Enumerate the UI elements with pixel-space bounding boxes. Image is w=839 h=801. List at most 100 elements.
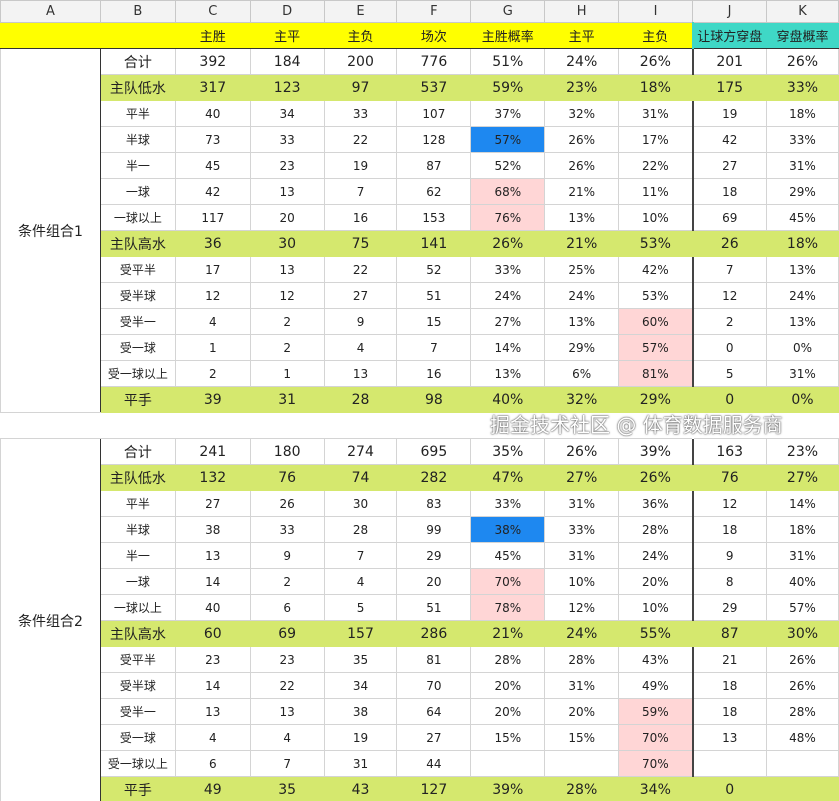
cell-h[interactable]: 31%: [544, 542, 620, 569]
cell-f[interactable]: 7: [396, 334, 472, 361]
cell-g[interactable]: 70%: [470, 568, 546, 595]
column-header-h[interactable]: H: [544, 0, 620, 23]
cell-e[interactable]: 75: [323, 230, 398, 257]
cell-i[interactable]: 28%: [618, 516, 693, 543]
header-cell-g[interactable]: 主胜概率: [470, 22, 546, 49]
row-label[interactable]: 受一球: [99, 724, 176, 751]
group-label[interactable]: 条件组合1: [0, 48, 101, 413]
cell-k[interactable]: 14%: [765, 490, 839, 517]
cell-c[interactable]: 42: [174, 178, 251, 205]
row-label[interactable]: 主队低水: [99, 74, 176, 101]
cell-i[interactable]: 43%: [618, 646, 693, 673]
cell-g[interactable]: 68%: [470, 178, 546, 205]
cell-f[interactable]: 83: [396, 490, 472, 517]
cell-c[interactable]: 317: [174, 74, 251, 101]
cell-i[interactable]: 10%: [618, 594, 693, 621]
cell-f[interactable]: 70: [396, 672, 472, 699]
cell-k[interactable]: [765, 776, 839, 801]
row-label[interactable]: 主队高水: [99, 620, 176, 647]
cell-g[interactable]: 21%: [470, 620, 546, 647]
cell-k[interactable]: 26%: [765, 672, 839, 699]
cell-e[interactable]: 43: [323, 776, 398, 801]
cell-f[interactable]: 141: [396, 230, 472, 257]
cell-i[interactable]: 53%: [618, 282, 693, 309]
cell-i[interactable]: 59%: [618, 698, 693, 725]
row-label[interactable]: 一球以上: [99, 594, 176, 621]
cell-j[interactable]: 7: [691, 256, 767, 283]
cell-e[interactable]: 30: [323, 490, 398, 517]
cell-g[interactable]: 40%: [470, 386, 546, 413]
cell-j[interactable]: 13: [691, 724, 767, 751]
cell-d[interactable]: 26: [249, 490, 325, 517]
cell-i[interactable]: 70%: [618, 724, 693, 751]
row-label[interactable]: 受一球以上: [99, 360, 176, 387]
cell-c[interactable]: 241: [174, 438, 251, 465]
cell-d[interactable]: 7: [249, 750, 325, 777]
cell-d[interactable]: 9: [249, 542, 325, 569]
row-label[interactable]: 受半一: [99, 308, 176, 335]
cell-g[interactable]: 20%: [470, 698, 546, 725]
cell-f[interactable]: 51: [396, 282, 472, 309]
cell-f[interactable]: 107: [396, 100, 472, 127]
cell-c[interactable]: 40: [174, 594, 251, 621]
cell[interactable]: [691, 412, 767, 439]
cell-d[interactable]: 180: [249, 438, 325, 465]
cell-e[interactable]: 27: [323, 282, 398, 309]
row-label[interactable]: 合计: [99, 48, 176, 75]
cell-i[interactable]: 20%: [618, 568, 693, 595]
cell-f[interactable]: 87: [396, 152, 472, 179]
cell-c[interactable]: 1: [174, 334, 251, 361]
column-header-b[interactable]: B: [99, 0, 176, 23]
cell-e[interactable]: 97: [323, 74, 398, 101]
cell-e[interactable]: 22: [323, 126, 398, 153]
cell-i[interactable]: 34%: [618, 776, 693, 801]
cell-c[interactable]: 6: [174, 750, 251, 777]
cell-h[interactable]: 28%: [544, 646, 620, 673]
cell-g[interactable]: 51%: [470, 48, 546, 75]
cell-j[interactable]: 18: [691, 516, 767, 543]
cell-i[interactable]: 70%: [618, 750, 693, 777]
column-header-i[interactable]: I: [618, 0, 693, 23]
cell-e[interactable]: 7: [323, 542, 398, 569]
cell[interactable]: [470, 412, 546, 439]
row-label[interactable]: 主队高水: [99, 230, 176, 257]
header-cell-f[interactable]: 场次: [396, 22, 472, 49]
cell-e[interactable]: 35: [323, 646, 398, 673]
row-label[interactable]: 一球以上: [99, 204, 176, 231]
cell-e[interactable]: 4: [323, 334, 398, 361]
cell-e[interactable]: 28: [323, 386, 398, 413]
cell-d[interactable]: 31: [249, 386, 325, 413]
cell-f[interactable]: 286: [396, 620, 472, 647]
cell-i[interactable]: 36%: [618, 490, 693, 517]
row-label[interactable]: 受半球: [99, 672, 176, 699]
cell-k[interactable]: [765, 750, 839, 777]
cell[interactable]: [618, 412, 693, 439]
cell-h[interactable]: 28%: [544, 776, 620, 801]
cell-k[interactable]: 26%: [765, 48, 839, 75]
cell-e[interactable]: 16: [323, 204, 398, 231]
cell-j[interactable]: 9: [691, 542, 767, 569]
cell-j[interactable]: 12: [691, 282, 767, 309]
cell-e[interactable]: 28: [323, 516, 398, 543]
cell-c[interactable]: 2: [174, 360, 251, 387]
cell-f[interactable]: 98: [396, 386, 472, 413]
cell-j[interactable]: 26: [691, 230, 767, 257]
cell-f[interactable]: 776: [396, 48, 472, 75]
cell-j[interactable]: 18: [691, 672, 767, 699]
cell-d[interactable]: 2: [249, 334, 325, 361]
cell-k[interactable]: 13%: [765, 308, 839, 335]
cell-e[interactable]: 5: [323, 594, 398, 621]
cell-c[interactable]: 117: [174, 204, 251, 231]
cell-h[interactable]: 24%: [544, 282, 620, 309]
row-label[interactable]: 平手: [99, 386, 176, 413]
cell-g[interactable]: [470, 750, 546, 777]
row-label[interactable]: 受一球: [99, 334, 176, 361]
cell[interactable]: [323, 412, 398, 439]
cell-d[interactable]: 23: [249, 646, 325, 673]
cell-k[interactable]: 26%: [765, 646, 839, 673]
cell-d[interactable]: 6: [249, 594, 325, 621]
cell-c[interactable]: 12: [174, 282, 251, 309]
cell-d[interactable]: 23: [249, 152, 325, 179]
cell-f[interactable]: 99: [396, 516, 472, 543]
cell-d[interactable]: 30: [249, 230, 325, 257]
